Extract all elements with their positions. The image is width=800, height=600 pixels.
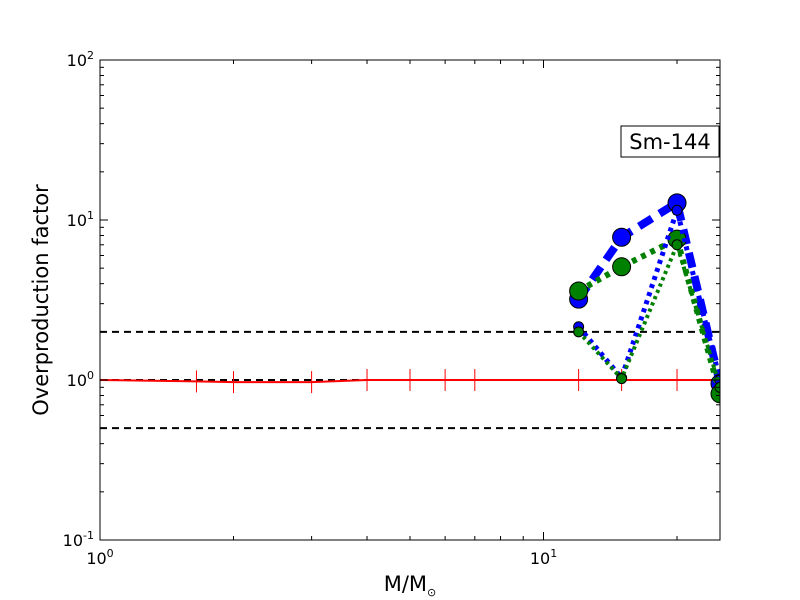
annotation-box: Sm-144 (620, 125, 720, 158)
y-tick-label-3: 102 (67, 49, 94, 70)
series-1-line (575, 198, 720, 385)
series-3-point-2 (671, 204, 683, 216)
series-2-line (577, 236, 720, 395)
x-tick-label-0: 100 (86, 547, 113, 568)
plot-content (100, 193, 720, 430)
x-axis-label: M/M⊙ (384, 572, 437, 599)
series-0-line (100, 379, 720, 384)
series-0 (100, 369, 720, 394)
series-4-line (577, 242, 720, 388)
series-1-point-1 (612, 227, 632, 247)
series-4-point-2 (671, 239, 683, 251)
x-axis-label-main: M/M (384, 572, 427, 596)
series-3-line (576, 207, 720, 381)
series-3 (573, 204, 720, 386)
x-tick-label-1: 101 (530, 547, 557, 568)
annotation-frame (620, 125, 720, 158)
series-2-point-1 (612, 257, 632, 277)
y-axis-label: Overproduction factor (29, 184, 53, 416)
y-tick-label-0: 10-1 (63, 529, 94, 550)
y-tick-label-1: 100 (67, 369, 94, 390)
series-4-point-0 (573, 326, 585, 338)
series-4 (573, 239, 720, 393)
x-axis-label-subscript: ⊙ (427, 586, 436, 599)
series-4-point-1 (616, 373, 628, 385)
plot-area (100, 193, 720, 430)
series-2-point-0 (569, 281, 589, 301)
series-2 (569, 229, 720, 404)
y-tick-label-2: 101 (67, 209, 94, 230)
annotation-label: Sm-144 (629, 130, 710, 154)
